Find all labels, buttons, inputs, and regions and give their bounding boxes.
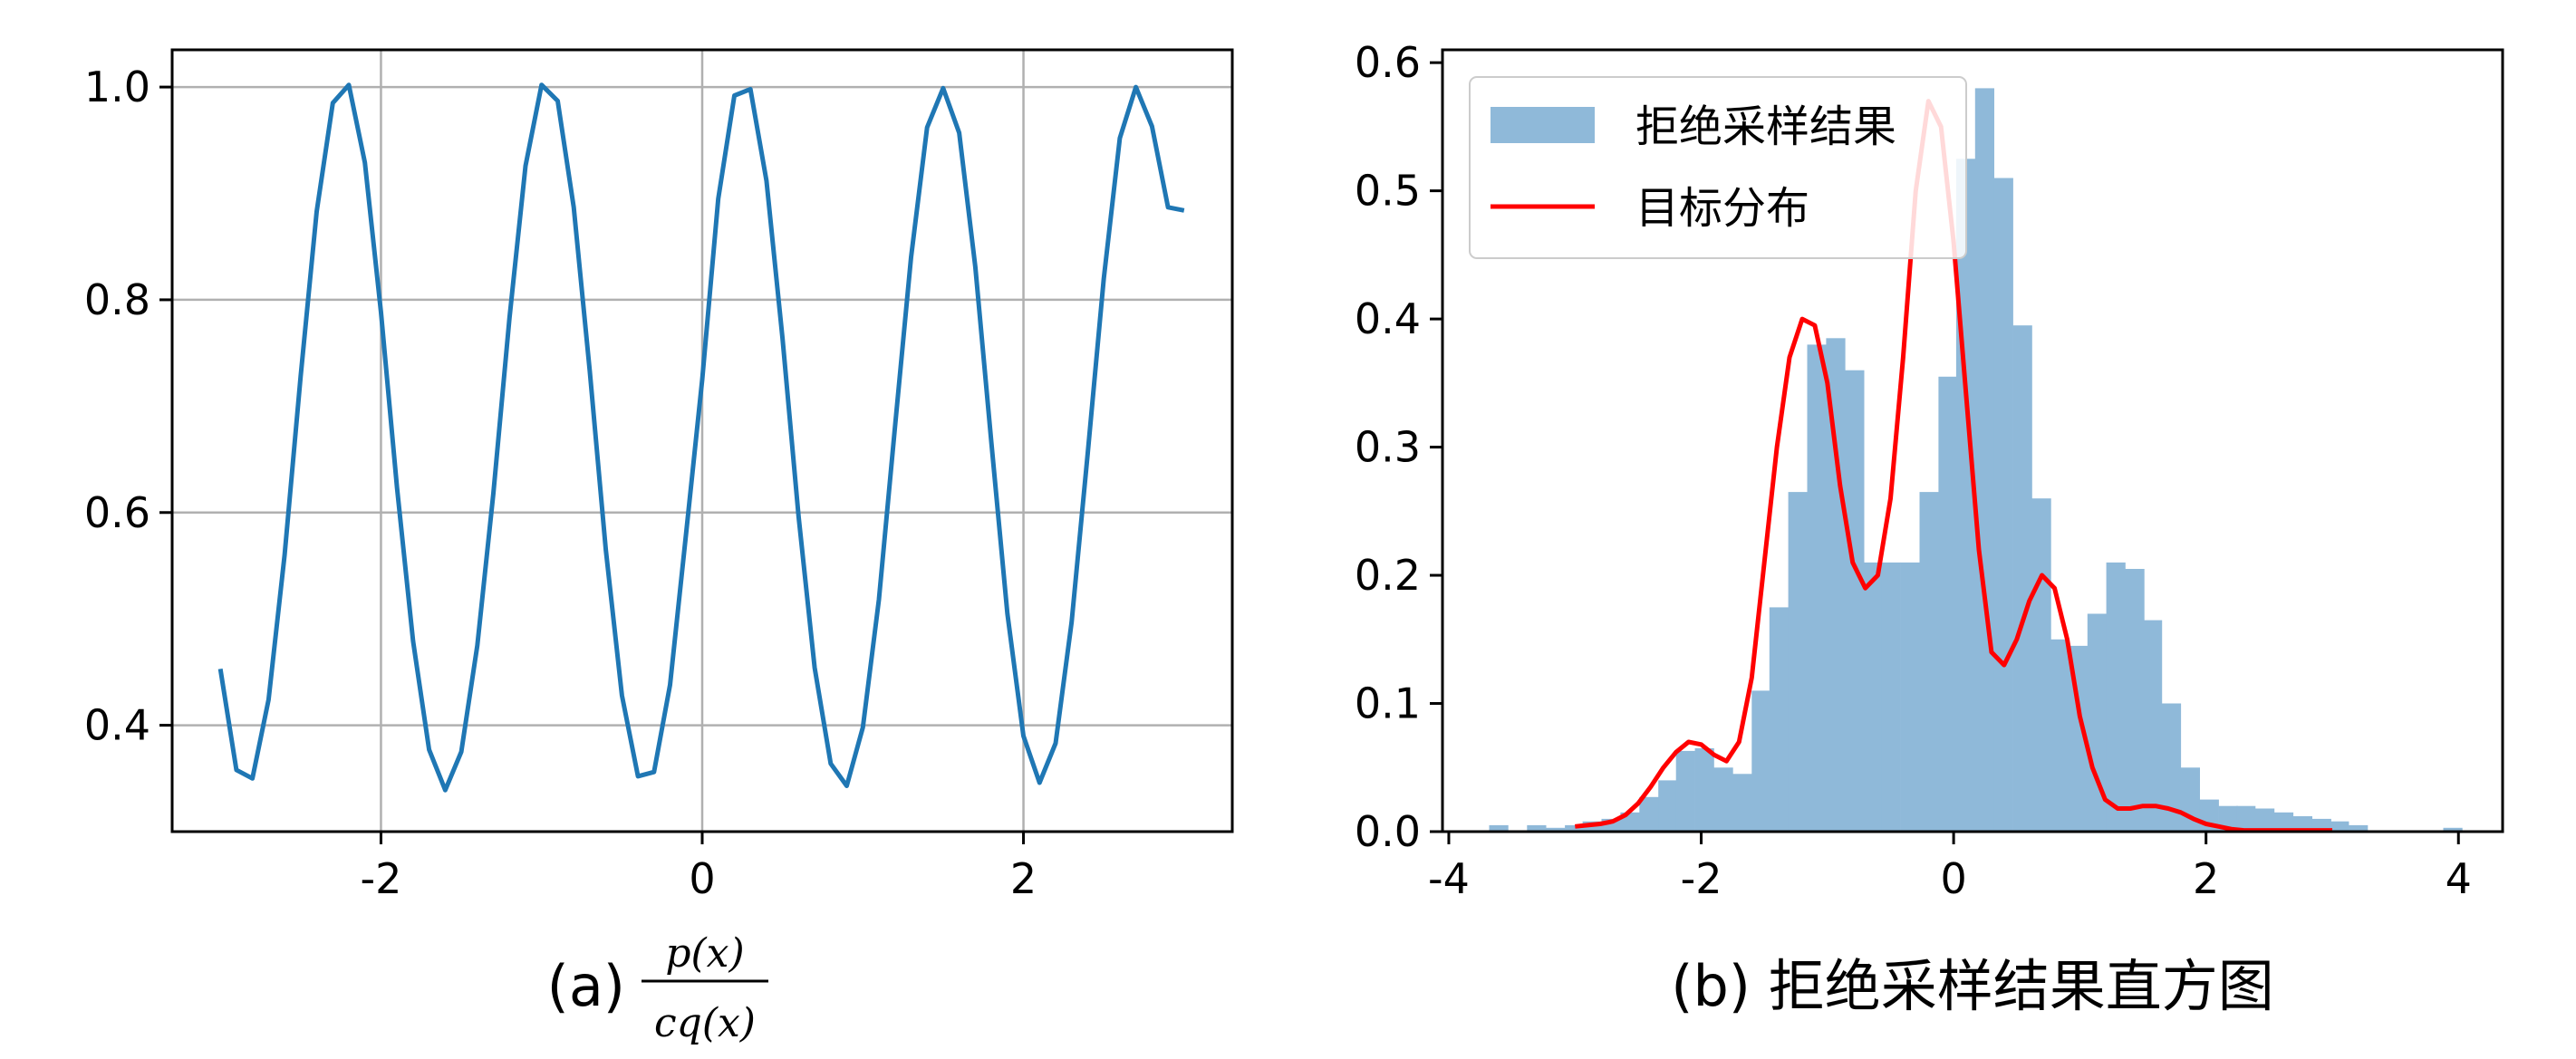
histogram-bar (2443, 827, 2463, 832)
b-xtick-label: 4 (2446, 854, 2472, 903)
b-ytick-label: 0.6 (1355, 38, 1421, 87)
histogram-bar (1489, 824, 1509, 832)
caption-b: (b) 拒绝采样结果直方图 (1671, 953, 2273, 1019)
panel-a-grid (172, 50, 1232, 832)
panel-b: -4 -2 0 2 4 0.0 0.1 0.2 0.3 0.4 0.5 0.6 拒绝采样结果 目标分布 (1355, 38, 2504, 903)
histogram-bar (1639, 796, 1659, 832)
histogram-bar (1938, 376, 1958, 832)
panel-a-ticks: -2 0 2 0.4 0.6 0.8 1.0 (84, 63, 1037, 903)
histogram-bar (1845, 370, 1865, 832)
caption-a-numerator: p(x) (665, 930, 744, 977)
a-ytick-label: 0.4 (84, 701, 150, 750)
histogram-bar (1881, 562, 1901, 832)
histogram-bar (2012, 325, 2032, 832)
panel-b-legend: 拒绝采样结果 目标分布 (1469, 76, 1967, 259)
panel-b-ticks: -4 -2 0 2 4 0.0 0.1 0.2 0.3 0.4 0.5 0.6 (1355, 38, 2472, 903)
panel-a-curve (217, 82, 1185, 793)
a-xtick-label: 0 (689, 854, 715, 903)
histogram-bar (1993, 178, 2013, 832)
histogram-bar (2349, 824, 2369, 832)
legend-label-target: 目标分布 (1635, 183, 1809, 234)
histogram-bar (1974, 88, 1994, 832)
b-xtick-label: 0 (1940, 854, 1966, 903)
histogram-bar (1826, 338, 1846, 832)
histogram-bar (2161, 703, 2182, 832)
b-xtick-label: 2 (2193, 854, 2219, 903)
caption-a-denominator: cq(x) (654, 1000, 756, 1046)
histogram-bar (1751, 690, 1771, 832)
histogram-bar (2068, 645, 2089, 832)
histogram-bar (1788, 492, 1808, 832)
histogram-bar (2106, 562, 2126, 832)
a-xtick-label: 2 (1010, 854, 1037, 903)
caption-a-prefix: (a) (547, 953, 625, 1019)
histogram-bar (2273, 812, 2294, 832)
histogram-bar (2236, 805, 2256, 832)
b-ytick-label: 0.4 (1355, 294, 1421, 343)
a-ytick-label: 0.6 (84, 488, 150, 537)
histogram-bar (2031, 498, 2051, 832)
histogram-bar (2125, 569, 2145, 832)
b-xtick-label: -2 (1681, 854, 1722, 903)
panel-a: -2 0 2 0.4 0.6 0.8 1.0 (84, 48, 1234, 903)
histogram-bar (1675, 750, 1695, 832)
histogram-bar (2255, 808, 2275, 832)
histogram-bar (1919, 492, 1939, 832)
b-ytick-label: 0.2 (1355, 551, 1421, 600)
histogram-bar (1862, 562, 1882, 832)
histogram-bar (1769, 607, 1789, 832)
b-ytick-label: 0.5 (1355, 167, 1421, 216)
a-ytick-label: 1.0 (84, 63, 150, 111)
panel-b-frame (1441, 48, 2504, 833)
a-xtick-label: -2 (361, 854, 402, 903)
histogram-bar (1527, 824, 1547, 832)
histogram-bar (2143, 620, 2163, 832)
panel-b-histogram (1489, 88, 2463, 833)
histogram-bar (1694, 748, 1714, 832)
caption-a: (a) p(x) cq(x) (547, 930, 768, 1046)
legend-label-histogram: 拒绝采样结果 (1635, 101, 1896, 152)
a-ytick-label: 0.8 (84, 275, 150, 324)
b-ytick-label: 0.1 (1355, 679, 1421, 728)
histogram-bar (1713, 767, 1733, 832)
legend-swatch-histogram (1491, 107, 1595, 143)
b-ytick-label: 0.0 (1355, 807, 1421, 856)
histogram-bar (2087, 613, 2107, 832)
histogram-bar (1546, 827, 1566, 832)
histogram-bar (2292, 816, 2312, 832)
histogram-bar (1807, 344, 1827, 832)
histogram-bar (1732, 774, 1752, 832)
histogram-bar (1658, 780, 1678, 832)
histogram-bar (1565, 824, 1585, 832)
histogram-bar (2330, 821, 2349, 832)
b-xtick-label: -4 (1428, 854, 1470, 903)
b-ytick-label: 0.3 (1355, 423, 1421, 472)
histogram-bar (1900, 562, 1920, 832)
histogram-bar (2050, 639, 2069, 832)
